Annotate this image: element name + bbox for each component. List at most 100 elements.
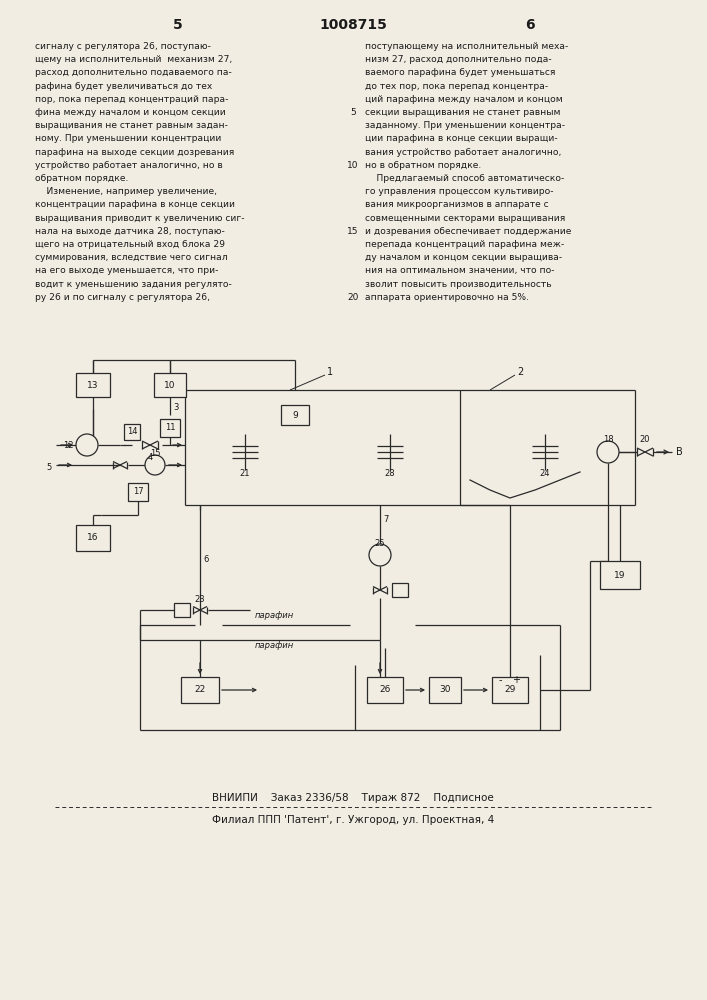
Text: водит к уменьшению задания регулято-: водит к уменьшению задания регулято-: [35, 280, 232, 289]
Text: 13: 13: [87, 380, 99, 389]
Text: 10: 10: [347, 161, 358, 170]
Text: сигналу с регулятора 26, поступаю-: сигналу с регулятора 26, поступаю-: [35, 42, 211, 51]
Text: 1: 1: [327, 367, 333, 377]
Text: парафин: парафин: [255, 641, 294, 650]
Text: 5: 5: [173, 18, 183, 32]
Text: 19: 19: [614, 570, 626, 580]
Text: аппарата ориентировочно на 5%.: аппарата ориентировочно на 5%.: [365, 293, 529, 302]
Bar: [392, 583, 408, 597]
Text: Филиал ППП 'Патент', г. Ужгород, ул. Проектная, 4: Филиал ППП 'Патент', г. Ужгород, ул. Про…: [212, 815, 494, 825]
Bar: [124, 424, 140, 440]
Circle shape: [597, 441, 619, 463]
Text: вания микроорганизмов в аппарате с: вания микроорганизмов в аппарате с: [365, 200, 549, 209]
Bar: [492, 677, 528, 703]
Text: рафина будет увеличиваться до тех: рафина будет увеличиваться до тех: [35, 82, 212, 91]
Text: зволит повысить производительность: зволит повысить производительность: [365, 280, 551, 289]
Text: 18: 18: [602, 436, 613, 444]
Text: перепада концентраций парафина меж-: перепада концентраций парафина меж-: [365, 240, 564, 249]
Text: 30: 30: [439, 686, 451, 694]
Text: ному. При уменьшении концентрации: ному. При уменьшении концентрации: [35, 134, 221, 143]
Bar: [76, 373, 110, 397]
Text: 11: 11: [165, 424, 175, 432]
Text: го управления процессом культивиро-: го управления процессом культивиро-: [365, 187, 554, 196]
Text: Изменение, например увеличение,: Изменение, например увеличение,: [35, 187, 217, 196]
Bar: [281, 405, 309, 425]
Text: щего на отрицательный вход блока 29: щего на отрицательный вход блока 29: [35, 240, 225, 249]
Text: щему на исполнительный  механизм 27,: щему на исполнительный механизм 27,: [35, 55, 233, 64]
Text: 4: 4: [147, 454, 153, 462]
Text: 16: 16: [87, 534, 99, 542]
Text: 3: 3: [173, 403, 178, 412]
Text: 2: 2: [517, 367, 523, 377]
Text: 20: 20: [347, 293, 358, 302]
Text: выращивания приводит к увеличению сиг-: выращивания приводит к увеличению сиг-: [35, 214, 245, 223]
Text: Предлагаемый способ автоматическо-: Предлагаемый способ автоматическо-: [365, 174, 564, 183]
Text: 12: 12: [64, 440, 74, 450]
Text: 25: 25: [375, 538, 385, 548]
Text: 28: 28: [385, 470, 395, 479]
Text: заданному. При уменьшении концентра-: заданному. При уменьшении концентра-: [365, 121, 565, 130]
Text: пор, пока перепад концентраций пара-: пор, пока перепад концентраций пара-: [35, 95, 228, 104]
Text: 1008715: 1008715: [319, 18, 387, 32]
Text: ду началом и концом секции выращива-: ду началом и концом секции выращива-: [365, 253, 562, 262]
Text: вания устройство работает аналогично,: вания устройство работает аналогично,: [365, 148, 561, 157]
Text: 22: 22: [194, 686, 206, 694]
Circle shape: [145, 455, 165, 475]
Text: суммирования, вследствие чего сигнал: суммирования, вследствие чего сигнал: [35, 253, 228, 262]
Bar: [600, 561, 640, 589]
Bar: [181, 677, 219, 703]
Text: 9: 9: [292, 410, 298, 420]
Text: но в обратном порядке.: но в обратном порядке.: [365, 161, 481, 170]
Text: 20: 20: [640, 436, 650, 444]
Text: обратном порядке.: обратном порядке.: [35, 174, 129, 183]
Text: +: +: [512, 675, 520, 685]
Text: 15: 15: [150, 448, 160, 458]
Text: ваемого парафина будет уменьшаться: ваемого парафина будет уменьшаться: [365, 68, 556, 77]
Bar: [128, 483, 148, 501]
Text: 23: 23: [194, 594, 205, 603]
Text: ции парафина в конце секции выращи-: ции парафина в конце секции выращи-: [365, 134, 558, 143]
Text: поступающему на исполнительный меха-: поступающему на исполнительный меха-: [365, 42, 568, 51]
Text: концентрации парафина в конце секции: концентрации парафина в конце секции: [35, 200, 235, 209]
Text: низм 27, расход дополнительно пода-: низм 27, расход дополнительно пода-: [365, 55, 551, 64]
Text: парафин: парафин: [255, 610, 294, 619]
Bar: [76, 525, 110, 551]
Text: -: -: [498, 675, 502, 685]
Bar: [429, 677, 461, 703]
Text: 14: 14: [127, 428, 137, 436]
Text: ВНИИПИ    Заказ 2336/58    Тираж 872    Подписное: ВНИИПИ Заказ 2336/58 Тираж 872 Подписное: [212, 793, 494, 803]
Text: 10: 10: [164, 380, 176, 389]
Text: фина между началом и концом секции: фина между началом и концом секции: [35, 108, 226, 117]
Text: 29: 29: [504, 686, 515, 694]
Bar: [154, 373, 186, 397]
Bar: [160, 419, 180, 437]
Text: секции выращивания не станет равным: секции выращивания не станет равным: [365, 108, 561, 117]
Bar: [367, 677, 403, 703]
Text: устройство работает аналогично, но в: устройство работает аналогично, но в: [35, 161, 223, 170]
Text: 5: 5: [350, 108, 356, 117]
Text: 15: 15: [347, 227, 358, 236]
Text: B: B: [676, 447, 683, 457]
Text: 17: 17: [133, 488, 144, 496]
Text: совмещенными секторами выращивания: совмещенными секторами выращивания: [365, 214, 566, 223]
Text: парафина на выходе секции дозревания: парафина на выходе секции дозревания: [35, 148, 234, 157]
Circle shape: [76, 434, 98, 456]
Text: 5: 5: [47, 464, 52, 473]
Text: 6: 6: [525, 18, 534, 32]
Text: 26: 26: [380, 686, 391, 694]
Text: выращивания не станет равным задан-: выращивания не станет равным задан-: [35, 121, 228, 130]
Text: 24: 24: [539, 470, 550, 479]
Text: до тех пор, пока перепад концентра-: до тех пор, пока перепад концентра-: [365, 82, 548, 91]
Bar: [174, 603, 190, 617]
Text: 21: 21: [240, 470, 250, 479]
Text: на его выходе уменьшается, что при-: на его выходе уменьшается, что при-: [35, 266, 218, 275]
Text: ния на оптимальном значении, что по-: ния на оптимальном значении, что по-: [365, 266, 554, 275]
Text: 6: 6: [203, 556, 209, 564]
Text: ций парафина между началом и концом: ций парафина между началом и концом: [365, 95, 563, 104]
Text: расход дополнительно подаваемого па-: расход дополнительно подаваемого па-: [35, 68, 232, 77]
Circle shape: [369, 544, 391, 566]
Text: 7: 7: [383, 516, 388, 524]
Text: ру 26 и по сигналу с регулятора 26,: ру 26 и по сигналу с регулятора 26,: [35, 293, 210, 302]
Text: и дозревания обеспечивает поддержание: и дозревания обеспечивает поддержание: [365, 227, 571, 236]
Text: нала на выходе датчика 28, поступаю-: нала на выходе датчика 28, поступаю-: [35, 227, 225, 236]
